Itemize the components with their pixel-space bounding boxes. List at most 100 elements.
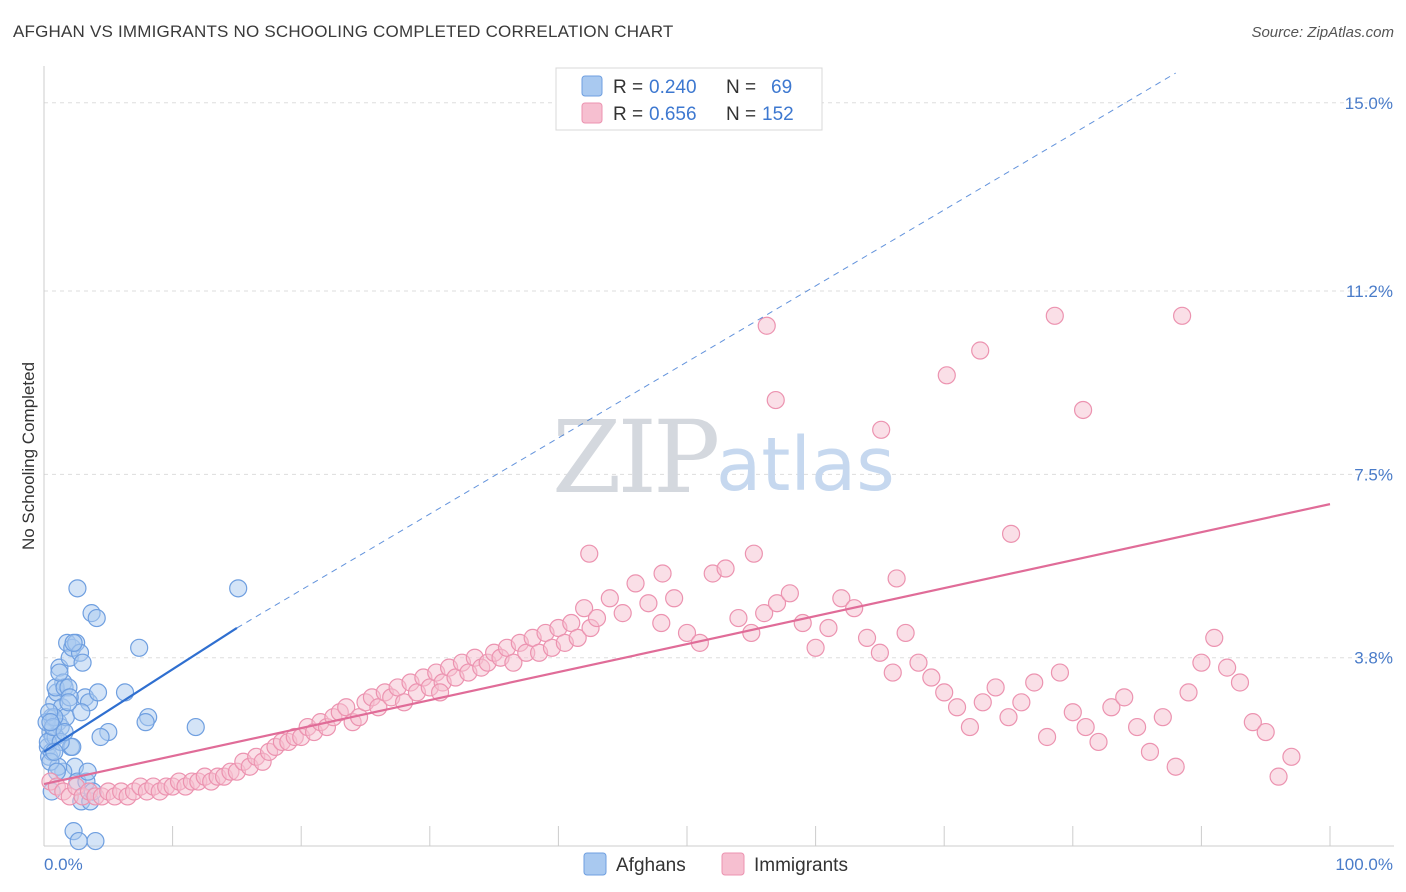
immigrants-point-138 (1269, 767, 1288, 786)
immigrants-point-86 (600, 589, 619, 608)
afghans-point-63 (50, 663, 69, 682)
immigrants-point-126 (1115, 688, 1134, 707)
immigrants-point-117 (999, 708, 1018, 727)
afghans-point-57 (78, 762, 97, 781)
immigrants-point-111 (922, 668, 941, 687)
afghans-point-68 (41, 713, 60, 732)
immigrants-point-88 (626, 574, 645, 593)
immigrants-point-112 (935, 683, 954, 702)
immigrants-point-97 (742, 623, 761, 643)
immigrants-point-148 (887, 569, 906, 588)
afghans-point-66 (64, 633, 83, 652)
bottom-legend: Afghans Immigrants (583, 852, 848, 876)
legend-r-label-afghans: R = (613, 77, 643, 98)
immigrants-point-114 (960, 717, 980, 737)
legend-r-label-immigrants: R = (613, 104, 643, 125)
legend-r-value-immigrants: 0.656 (649, 104, 697, 125)
afghans-point-17 (73, 653, 92, 672)
legend-n-value-immigrants: 152 (762, 104, 794, 125)
immigrants-point-122 (1063, 703, 1082, 722)
immigrants-point-150 (744, 544, 763, 563)
legend-swatch-afghans (581, 75, 603, 97)
immigrants-point-109 (896, 623, 915, 643)
immigrants-point-96 (729, 608, 748, 628)
afghans-point-42 (87, 608, 106, 628)
afghans-point-40 (88, 683, 108, 702)
x-tick-label-min: 0.0% (44, 855, 83, 874)
legend-n-value-afghans: 69 (771, 77, 792, 98)
y-tick-labels: 3.8% 7.5% 11.2% 15.0% (1345, 94, 1393, 668)
afghans-point-32 (69, 831, 88, 851)
immigrants-point-134 (1218, 658, 1237, 677)
immigrants-point-83 (575, 599, 594, 618)
y-tick-label-3: 15.0% (1345, 94, 1393, 113)
immigrants-point-118 (1012, 693, 1031, 712)
afghans-point-67 (59, 693, 78, 712)
immigrants-point-102 (806, 638, 825, 657)
immigrants-point-135 (1230, 673, 1250, 692)
bottom-legend-immigrants: Immigrants (754, 855, 848, 876)
bottom-legend-swatch-afghans (583, 852, 607, 876)
immigrants-point-125 (1102, 698, 1121, 717)
immigrants-point-108 (883, 663, 902, 682)
y-axis-label: No Schooling Completed (19, 362, 38, 550)
immigrants-point-91 (665, 589, 684, 608)
afghans-point-56 (72, 703, 91, 722)
watermark-atlas: atlas (716, 422, 895, 508)
immigrants-point-142 (971, 341, 990, 360)
y-tick-label-2: 11.2% (1346, 282, 1393, 301)
immigrants-point-116 (986, 678, 1005, 697)
immigrants-point-110 (909, 653, 928, 672)
series-immigrants (41, 306, 1301, 806)
x-tick-label-max: 100.0% (1335, 855, 1393, 874)
immigrants-point-133 (1205, 628, 1224, 647)
immigrants-point-137 (1256, 722, 1275, 742)
chart-title: AFGHAN VS IMMIGRANTS NO SCHOOLING COMPLE… (13, 22, 674, 41)
immigrants-point-82 (568, 628, 587, 647)
afghans-point-44 (130, 638, 149, 657)
immigrants-point-141 (937, 366, 956, 385)
immigrants-point-144 (766, 390, 785, 410)
afghans-point-62 (115, 683, 135, 702)
immigrants-point-136 (1243, 713, 1262, 732)
immigrants-point-89 (639, 594, 658, 613)
immigrants-point-87 (613, 604, 632, 623)
immigrants-point-90 (652, 613, 671, 633)
legend-n-label-immigrants: N = (726, 104, 756, 125)
y-tick-label-0: 3.8% (1354, 649, 1393, 668)
immigrants-point-72 (504, 653, 523, 672)
immigrants-point-127 (1127, 717, 1147, 737)
trend-lines (43, 72, 1331, 786)
immigrants-point-107 (870, 643, 890, 662)
immigrants-point-103 (819, 618, 838, 638)
bottom-legend-afghans: Afghans (616, 855, 686, 876)
immigrants-point-143 (872, 420, 891, 439)
legend-swatch-immigrants (581, 102, 603, 124)
immigrants-point-113 (947, 698, 967, 717)
immigrants-point-124 (1089, 732, 1108, 752)
immigrants-point-131 (1179, 683, 1198, 702)
afghans-point-43 (68, 579, 87, 598)
immigrants-point-106 (857, 628, 877, 647)
immigrants-point-139 (1282, 747, 1301, 766)
immigrants-point-147 (1073, 400, 1093, 420)
y-tick-label-1: 7.5% (1354, 465, 1393, 484)
immigrants-point-104 (832, 589, 851, 608)
afghans-point-48 (91, 727, 110, 747)
legend-r-value-afghans: 0.240 (649, 77, 697, 98)
immigrants-point-99 (767, 594, 787, 613)
watermark-zip: ZIP (552, 399, 717, 516)
immigrants-point-132 (1192, 653, 1211, 672)
immigrants-point-85 (587, 608, 607, 628)
immigrants-point-128 (1140, 742, 1160, 761)
immigrants-point-140 (757, 316, 776, 335)
bottom-legend-swatch-immigrants (721, 852, 745, 876)
series-afghans (37, 579, 248, 851)
afghans-trend-extension (236, 72, 1176, 629)
immigrants-point-129 (1153, 708, 1172, 727)
immigrants-point-130 (1166, 757, 1185, 776)
afghans-point-30 (86, 831, 105, 851)
immigrants-point-100 (780, 584, 799, 603)
afghans-point-60 (229, 579, 248, 598)
immigrants-point-145 (1045, 306, 1064, 325)
